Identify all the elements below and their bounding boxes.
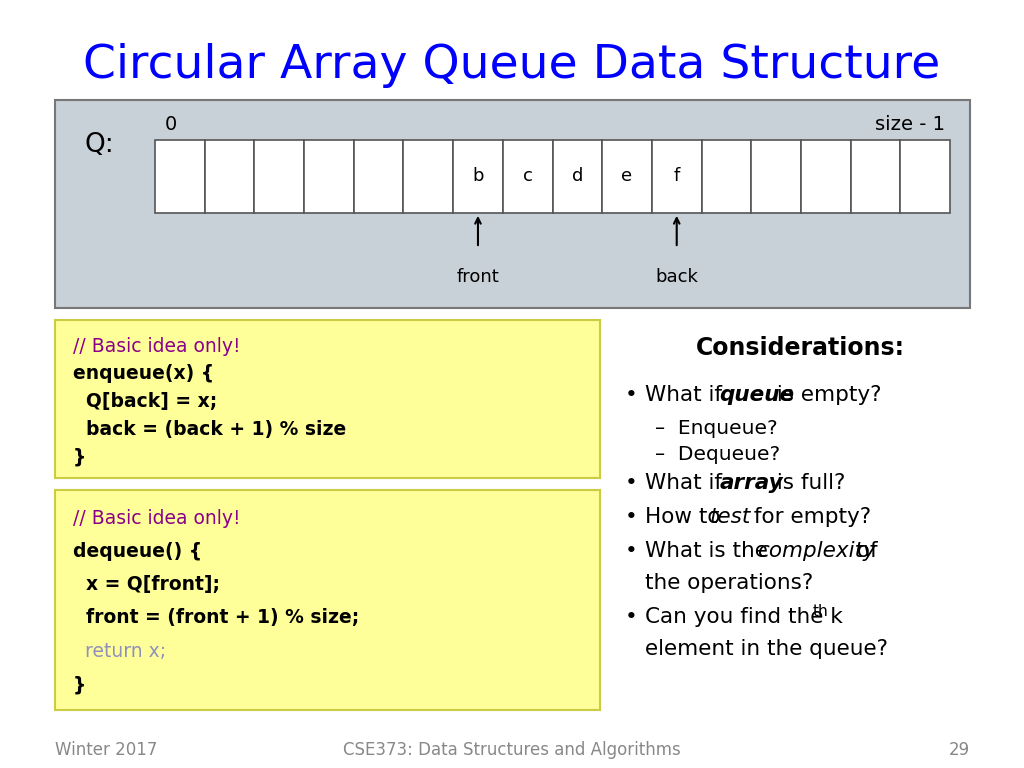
Text: of: of [850,541,878,561]
Bar [553,140,602,213]
Bar [155,140,205,213]
Text: Can you find the k: Can you find the k [645,607,843,627]
Text: test: test [710,507,752,527]
Text: back: back [655,268,698,286]
Text: Q[back] = x;: Q[back] = x; [73,392,217,411]
Text: c: c [522,167,532,185]
Bar [900,140,950,213]
Text: front = (front + 1) % size;: front = (front + 1) % size; [73,608,359,627]
Bar [851,140,900,213]
Text: CSE373: Data Structures and Algorithms: CSE373: Data Structures and Algorithms [343,741,681,759]
Bar [55,100,970,308]
Bar [701,140,752,213]
Text: Q:: Q: [85,132,115,158]
Text: complexity: complexity [757,541,876,561]
Text: b: b [472,167,483,185]
Text: How to: How to [645,507,727,527]
Bar [403,140,454,213]
Text: element in the queue?: element in the queue? [645,639,888,659]
Text: array: array [720,473,783,493]
Text: 0: 0 [165,115,177,134]
Text: Circular Array Queue Data Structure: Circular Array Queue Data Structure [83,42,941,88]
Bar [801,140,851,213]
Text: is full?: is full? [770,473,845,493]
Text: What if: What if [645,385,729,405]
Bar [254,140,304,213]
Text: What if: What if [645,473,729,493]
Bar [55,320,600,478]
Text: is empty?: is empty? [770,385,882,405]
Bar [205,140,254,213]
Text: size - 1: size - 1 [874,115,945,134]
Text: e: e [622,167,633,185]
Bar [304,140,353,213]
Text: }: } [73,447,86,466]
Bar [752,140,801,213]
Bar [602,140,652,213]
Text: // Basic idea only!: // Basic idea only! [73,337,241,356]
Text: dequeue() {: dequeue() { [73,542,202,561]
Text: th: th [812,604,828,619]
Text: back = (back + 1) % size: back = (back + 1) % size [73,419,346,439]
Text: –  Enqueue?: – Enqueue? [655,419,777,438]
Text: What is the: What is the [645,541,775,561]
Text: Considerations:: Considerations: [695,336,904,360]
Text: •: • [625,385,638,405]
Text: queue: queue [720,385,795,405]
Bar [503,140,553,213]
Text: •: • [625,541,638,561]
Text: •: • [625,473,638,493]
Text: front: front [457,268,500,286]
Text: }: } [73,675,86,694]
Text: 29: 29 [949,741,970,759]
Bar [454,140,503,213]
Bar [353,140,403,213]
Text: for empty?: for empty? [748,507,871,527]
Text: •: • [625,507,638,527]
Bar [55,490,600,710]
Text: f: f [674,167,680,185]
Text: •: • [625,607,638,627]
Text: d: d [571,167,583,185]
Bar [652,140,701,213]
Text: x = Q[front];: x = Q[front]; [73,575,220,594]
Text: –  Dequeue?: – Dequeue? [655,445,780,465]
Text: // Basic idea only!: // Basic idea only! [73,508,241,528]
Text: the operations?: the operations? [645,573,813,593]
Text: return x;: return x; [73,642,166,660]
Text: enqueue(x) {: enqueue(x) { [73,364,214,383]
Text: Winter 2017: Winter 2017 [55,741,158,759]
